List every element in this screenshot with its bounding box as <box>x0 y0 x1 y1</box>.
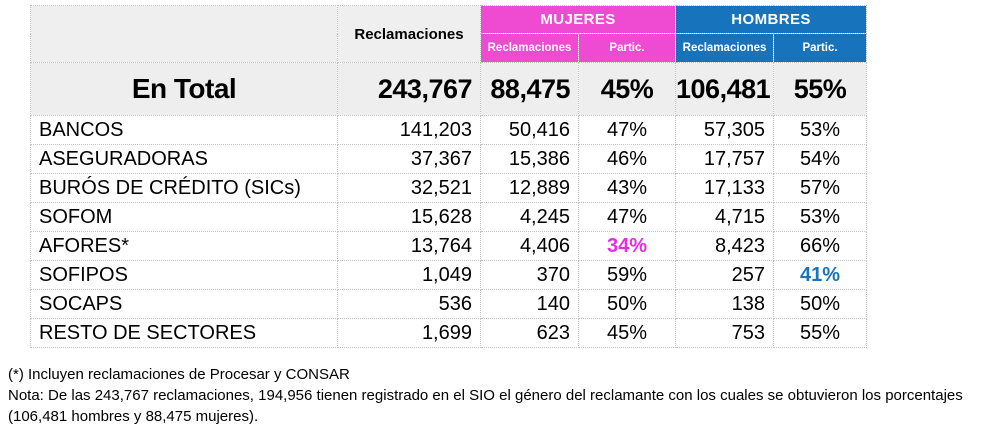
mujeres-reclamaciones-cell: 4,406 <box>480 231 579 261</box>
mujeres-reclamaciones-cell: 370 <box>480 260 579 290</box>
total-cell: 32,521 <box>337 173 481 203</box>
mujeres-reclamaciones-cell: 4,245 <box>480 202 579 232</box>
footnote-nota: Nota: De las 243,767 reclamaciones, 194,… <box>8 387 963 425</box>
mujeres-partic-cell-highlighted: 34% <box>577 231 677 261</box>
hombres-partic-cell: 57% <box>773 173 868 203</box>
col-header-total-reclamaciones: Reclamaciones <box>337 5 481 63</box>
col-header-hombres-reclamaciones: Reclamaciones <box>675 33 775 63</box>
hombres-reclamaciones-cell: 257 <box>675 260 775 290</box>
total-cell: 1,699 <box>337 318 481 348</box>
table-row-afores: AFORES* 13,764 4,406 34% 8,423 66% <box>30 231 868 261</box>
page: Reclamaciones MUJERES HOMBRES Reclamacio… <box>0 5 994 433</box>
hombres-reclamaciones-cell: 17,133 <box>675 173 775 203</box>
sector-cell: SOFOM <box>30 202 338 232</box>
table-row-bancos: BANCOS 141,203 50,416 47% 57,305 53% <box>30 115 868 145</box>
total-reclamaciones-cell: 243,767 <box>337 62 481 116</box>
table-row-resto-de-sectores: RESTO DE SECTORES 1,699 623 45% 753 55% <box>30 318 868 348</box>
total-cell: 1,049 <box>337 260 481 290</box>
hombres-reclamaciones-cell: 17,757 <box>675 144 775 174</box>
mujeres-partic-cell: 45% <box>577 318 677 348</box>
mujeres-reclamaciones-cell: 140 <box>480 289 579 319</box>
hombres-partic-cell-highlighted: 41% <box>773 260 868 290</box>
mujeres-partic-cell: 59% <box>577 260 677 290</box>
hombres-partic-cell: 55% <box>773 318 868 348</box>
mujeres-reclamaciones-cell: 623 <box>480 318 579 348</box>
hombres-partic-cell: 50% <box>773 289 868 319</box>
sector-cell: ASEGURADORAS <box>30 144 338 174</box>
col-header-hombres-partic: Partic. <box>773 33 868 63</box>
hombres-reclamaciones-cell: 57,305 <box>675 115 775 145</box>
sector-cell: BURÓS DE CRÉDITO (SICs) <box>30 173 338 203</box>
col-group-mujeres: MUJERES <box>479 5 677 34</box>
col-header-mujeres-partic: Partic. <box>577 33 677 63</box>
total-row: En Total 243,767 88,475 45% 106,481 55% <box>30 62 868 116</box>
mujeres-partic-cell: 47% <box>577 202 677 232</box>
total-row-label: En Total <box>30 62 338 116</box>
mujeres-reclamaciones-cell: 12,889 <box>480 173 579 203</box>
table-row-buros-de-credito: BURÓS DE CRÉDITO (SICs) 32,521 12,889 43… <box>30 173 868 203</box>
total-cell: 37,367 <box>337 144 481 174</box>
mujeres-partic-cell: 46% <box>577 144 677 174</box>
table-row-socaps: SOCAPS 536 140 50% 138 50% <box>30 289 868 319</box>
hombres-partic-cell: 66% <box>773 231 868 261</box>
hombres-partic-cell: 53% <box>773 202 868 232</box>
table-row-sofom: SOFOM 15,628 4,245 47% 4,715 53% <box>30 202 868 232</box>
sector-cell: AFORES* <box>30 231 338 261</box>
total-cell: 141,203 <box>337 115 481 145</box>
total-cell: 15,628 <box>337 202 481 232</box>
table-row-aseguradoras: ASEGURADORAS 37,367 15,386 46% 17,757 54… <box>30 144 868 174</box>
hombres-reclamaciones-cell: 4,715 <box>675 202 775 232</box>
hombres-partic-cell: 53% <box>773 115 868 145</box>
corner-cell <box>30 5 338 63</box>
hombres-reclamaciones-cell: 753 <box>675 318 775 348</box>
total-mujeres-reclamaciones-cell: 88,475 <box>480 62 579 116</box>
mujeres-reclamaciones-cell: 15,386 <box>480 144 579 174</box>
footnote-asterisk: (*) Incluyen reclamaciones de Procesar y… <box>8 366 350 383</box>
group-header-row: Reclamaciones MUJERES HOMBRES <box>30 5 868 63</box>
sector-cell: BANCOS <box>30 115 338 145</box>
footnotes: (*) Incluyen reclamaciones de Procesar y… <box>8 364 994 427</box>
sector-cell: RESTO DE SECTORES <box>30 318 338 348</box>
col-header-mujeres-reclamaciones: Reclamaciones <box>480 33 579 63</box>
total-cell: 536 <box>337 289 481 319</box>
mujeres-partic-cell: 47% <box>577 115 677 145</box>
total-hombres-partic-cell: 55% <box>773 62 868 116</box>
sector-cell: SOCAPS <box>30 289 338 319</box>
hombres-partic-cell: 54% <box>773 144 868 174</box>
sector-cell: SOFIPOS <box>30 260 338 290</box>
hombres-reclamaciones-cell: 8,423 <box>675 231 775 261</box>
total-mujeres-partic-cell: 45% <box>577 62 677 116</box>
mujeres-partic-cell: 50% <box>577 289 677 319</box>
total-cell: 13,764 <box>337 231 481 261</box>
sub-header-row: Reclamaciones Partic. Reclamaciones Part… <box>31 33 868 63</box>
mujeres-partic-cell: 43% <box>577 173 677 203</box>
mujeres-reclamaciones-cell: 50,416 <box>480 115 579 145</box>
table-row-sofipos: SOFIPOS 1,049 370 59% 257 41% <box>30 260 868 290</box>
reclamaciones-table: Reclamaciones MUJERES HOMBRES Reclamacio… <box>30 5 868 348</box>
hombres-reclamaciones-cell: 138 <box>675 289 775 319</box>
total-hombres-reclamaciones-cell: 106,481 <box>675 62 775 116</box>
col-group-hombres: HOMBRES <box>675 5 868 34</box>
